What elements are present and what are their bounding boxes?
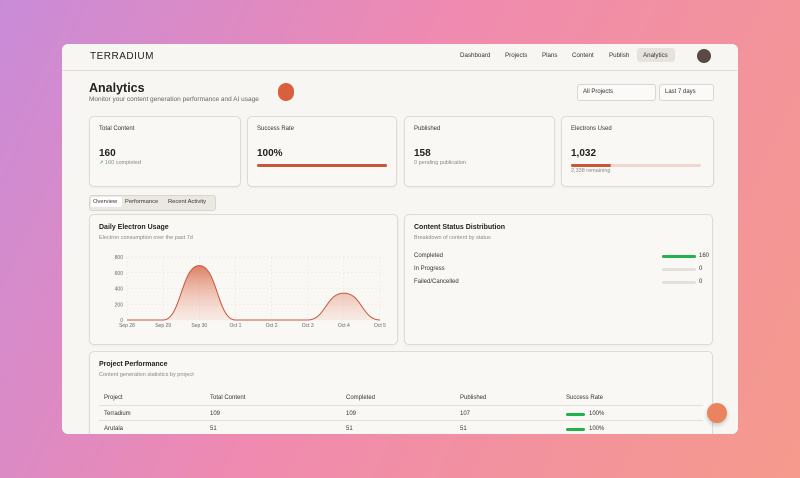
row-divider — [99, 420, 703, 421]
cell: 51 — [460, 426, 467, 432]
cell: 51 — [210, 426, 217, 432]
rate-bar — [566, 428, 585, 431]
x-tick-label: Oct 1 — [229, 323, 241, 329]
range-filter[interactable]: Last 7 days — [659, 84, 714, 101]
x-tick-label: Oct 4 — [338, 323, 350, 329]
progress-track — [571, 164, 701, 167]
cell: 109 — [346, 411, 357, 417]
card-note: 0 pending publication — [414, 160, 466, 166]
card-label: Published — [414, 126, 441, 132]
card-value: 100% — [257, 148, 283, 159]
nav-divider — [62, 70, 738, 71]
status-label: Failed/Cancelled — [414, 279, 459, 285]
x-tick-label: Sep 29 — [155, 323, 171, 329]
table-card: Project Performance Content generation s… — [89, 351, 713, 434]
trend-icon: ↗ — [99, 160, 104, 166]
status-title: Content Status Distribution — [414, 224, 505, 231]
column-header: Published — [460, 395, 487, 401]
y-tick-label: 800 — [115, 255, 124, 261]
column-header: Project — [104, 395, 123, 401]
stat-card: Total Content 160 ↗ 160 completed — [89, 116, 241, 187]
cell: 100% — [589, 426, 605, 432]
app-window: TERRADIUM Dashboard Projects Plans Content P… — [62, 44, 738, 434]
area — [127, 265, 380, 320]
status-bar — [662, 255, 696, 258]
cell: 109 — [210, 411, 221, 417]
column-header: Success Rate — [566, 395, 604, 401]
nav-item[interactable]: Dashboard — [460, 52, 491, 59]
page-title: Analytics — [89, 81, 145, 95]
card-label: Electrons Used — [571, 126, 612, 132]
stat-card: Electrons Used 1,032 2,338 remaining — [561, 116, 714, 187]
y-tick-label: 200 — [115, 302, 124, 308]
brand: TERRADIUM — [90, 51, 154, 62]
active-tab — [91, 197, 122, 207]
y-tick-label: 400 — [115, 287, 124, 293]
status-track — [662, 281, 696, 284]
card-value: 1,032 — [571, 148, 597, 159]
progress-bar — [257, 164, 387, 167]
stat-card: Published 158 0 pending publication — [404, 116, 555, 187]
y-tick-label: 0 — [120, 318, 123, 324]
table-subtitle: Content generation statistics by project — [99, 372, 194, 378]
active-nav-bg — [637, 48, 675, 62]
line — [126, 265, 381, 321]
chart-subtitle: Electron consumption over the past 7d — [99, 235, 193, 241]
card-label: Success Rate — [257, 126, 295, 132]
stat-card: Success Rate 100% — [247, 116, 397, 187]
x-tick-label: Sep 30 — [191, 323, 207, 329]
status-label: Completed — [414, 253, 444, 259]
tab[interactable]: Overview — [93, 199, 118, 205]
y-tick-label: 600 — [115, 271, 124, 277]
card-label: Total Content — [99, 126, 135, 132]
card-note: 2,338 remaining — [571, 168, 611, 174]
table-title: Project Performance — [99, 361, 168, 368]
column-header: Total Content — [210, 395, 246, 401]
tab[interactable]: Recent Activity — [168, 199, 207, 205]
nav-item[interactable]: Analytics — [643, 52, 668, 59]
status-label: In Progress — [414, 266, 445, 272]
x-tick-label: Oct 2 — [266, 323, 278, 329]
card-value: 158 — [414, 148, 431, 159]
row-divider — [99, 405, 703, 406]
cell: Arutala — [104, 426, 124, 432]
chart: 0 200 400 600 800 Sep 28 Sep 29 Sep 30 Oct 1 Oct … — [115, 255, 387, 329]
mascot — [278, 83, 294, 101]
progress-bar — [571, 164, 611, 167]
rate-bar — [566, 413, 585, 416]
nav-item[interactable]: Publish — [609, 52, 630, 59]
card-value: 160 — [99, 148, 116, 159]
nav-item[interactable]: Content — [572, 52, 594, 59]
status-value: 160 — [699, 253, 710, 259]
cell: 100% — [589, 411, 605, 417]
page-subtitle: Monitor your content generation performa… — [89, 96, 259, 103]
chart-card: Daily Electron Usage Electron consumptio… — [89, 214, 398, 345]
nav-item[interactable]: Projects — [505, 52, 528, 59]
tab[interactable]: Performance — [125, 199, 159, 205]
status-value: 0 — [699, 279, 703, 285]
nav-item[interactable]: Plans — [542, 52, 558, 59]
status-card: Content Status Distribution Breakdown of… — [404, 214, 713, 345]
cell: Terradium — [104, 411, 131, 417]
avatar[interactable] — [697, 49, 711, 63]
chart-title: Daily Electron Usage — [99, 224, 169, 231]
x-tick-label: Sep 28 — [119, 323, 135, 329]
card-note: 160 completed — [105, 160, 142, 166]
column-header: Completed — [346, 395, 376, 401]
filter-label: Last 7 days — [665, 89, 696, 95]
x-tick-label: Oct 5 — [374, 323, 386, 329]
status-value: 0 — [699, 266, 703, 272]
project-filter[interactable]: All Projects — [577, 84, 656, 101]
status-subtitle: Breakdown of content by status — [414, 235, 491, 241]
x-tick-label: Oct 3 — [302, 323, 314, 329]
chat-button[interactable] — [707, 403, 727, 423]
status-track — [662, 268, 696, 271]
cell: 107 — [460, 411, 471, 417]
cell: 51 — [346, 426, 353, 432]
filter-label: All Projects — [583, 89, 614, 95]
